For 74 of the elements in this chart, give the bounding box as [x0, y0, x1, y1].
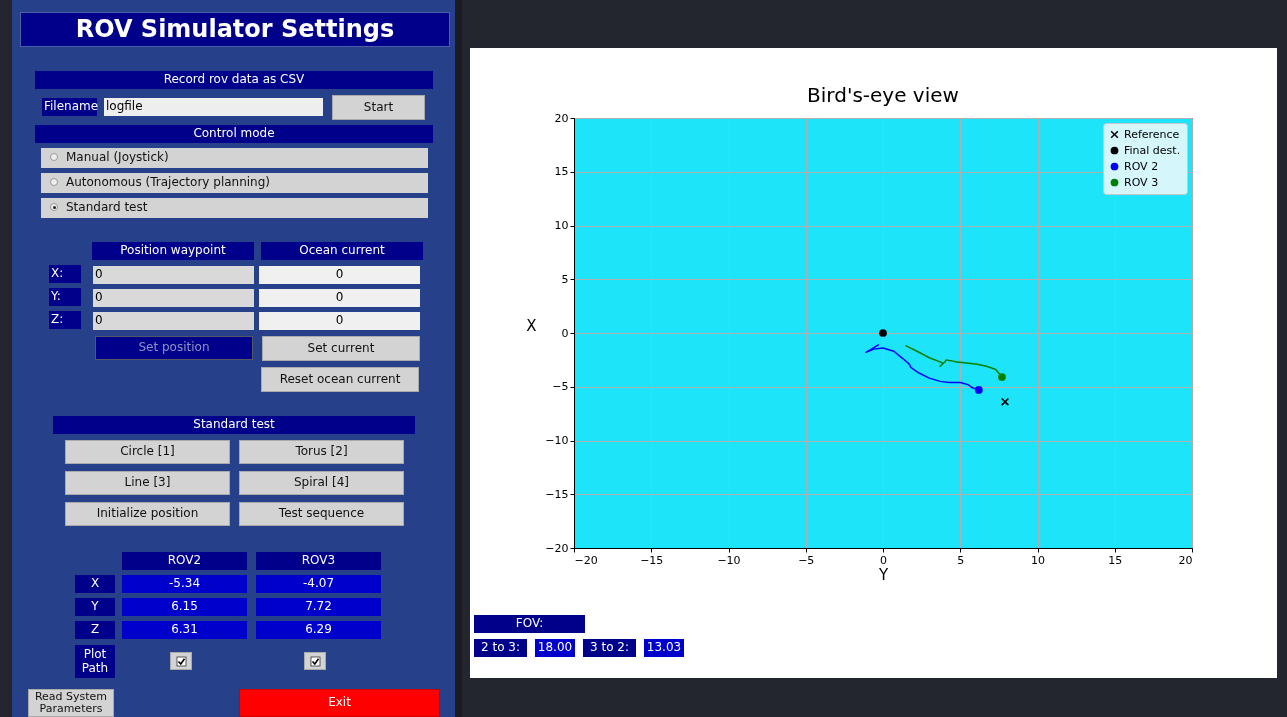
text: 18.00	[535, 639, 575, 657]
text: Spiral [4]	[239, 471, 404, 495]
x-tick-label: 0	[880, 553, 887, 567]
text: -4.07	[256, 575, 381, 593]
text: Line [3]	[65, 471, 230, 495]
text: Y:	[49, 288, 81, 306]
text: Read System Parameters	[28, 689, 114, 717]
text: 3 to 2:	[583, 639, 636, 657]
x-axis-title: Y	[877, 565, 889, 584]
text: ROV2	[122, 552, 247, 570]
legend-label: ROV 2	[1124, 159, 1159, 173]
text: ROV Simulator Settings	[20, 12, 450, 47]
text: Manual (Joystick)	[41, 148, 428, 168]
y-axis-title: X	[526, 316, 537, 335]
text: 7.72	[256, 598, 381, 616]
text: Standard test	[41, 198, 428, 218]
text: FOV:	[474, 615, 585, 633]
text: Set position	[95, 336, 253, 360]
text: 6.29	[256, 621, 381, 639]
text: Filename	[42, 98, 99, 116]
text: Position waypoint	[92, 242, 254, 260]
text: 0	[93, 266, 254, 284]
text: 0	[259, 289, 420, 307]
text: Standard test	[53, 416, 415, 434]
text: Z	[75, 621, 115, 639]
x-tick-label: −15	[640, 553, 664, 567]
text: Torus [2]	[239, 440, 404, 464]
x-tick-label: −10	[717, 553, 741, 567]
text: X	[75, 575, 115, 593]
text: Z:	[49, 311, 81, 329]
text: Reset ocean current	[261, 367, 419, 392]
y-tick-label: 15	[554, 165, 569, 179]
text: Control mode	[35, 125, 433, 143]
text: Set current	[262, 336, 420, 361]
text: 2 to 3:	[474, 639, 527, 657]
text: Record rov data as CSV	[35, 71, 433, 89]
x-tick-label: −20	[574, 553, 598, 567]
text: Start	[332, 95, 425, 120]
text: -5.34	[122, 575, 247, 593]
text: Circle [1]	[65, 440, 230, 464]
text: 13.03	[644, 639, 684, 657]
text: 0	[259, 312, 420, 330]
legend-label: Final dest.	[1124, 143, 1181, 157]
text: 6.31	[122, 621, 247, 639]
text: Plot Path	[75, 645, 115, 678]
x-tick-label: 15	[1108, 553, 1123, 567]
y-tick-label: −15	[545, 487, 569, 501]
text: Test sequence	[239, 502, 404, 526]
x-tick-label: 10	[1031, 553, 1045, 567]
y-tick-label: −10	[545, 434, 569, 447]
y-tick-label: 0	[561, 326, 569, 340]
x-tick-label: 5	[957, 553, 965, 567]
text: 0	[93, 289, 254, 307]
y-tick-label: −5	[552, 380, 569, 394]
text: Y	[75, 598, 115, 616]
y-tick-label: 10	[554, 219, 569, 232]
x-tick-label: 20	[1178, 553, 1193, 567]
text: logfile	[104, 98, 323, 116]
text: X:	[49, 265, 81, 283]
text: 6.15	[122, 598, 247, 616]
legend-label: Reference	[1124, 127, 1180, 141]
text: 0	[259, 266, 420, 284]
text: 0	[93, 312, 254, 330]
y-tick-label: 20	[554, 111, 569, 125]
legend-label: ROV 3	[1124, 175, 1159, 189]
text: Ocean current	[261, 242, 423, 260]
x-tick-label: −5	[798, 553, 815, 567]
chart-title: Bird's-eye view	[807, 83, 959, 107]
text: Exit	[239, 689, 440, 717]
text: Initialize position	[65, 502, 230, 526]
text: Autonomous (Trajectory planning)	[41, 173, 428, 193]
y-tick-label: 5	[561, 272, 569, 286]
y-tick-label: −20	[545, 541, 569, 555]
text: ROV3	[256, 552, 381, 570]
